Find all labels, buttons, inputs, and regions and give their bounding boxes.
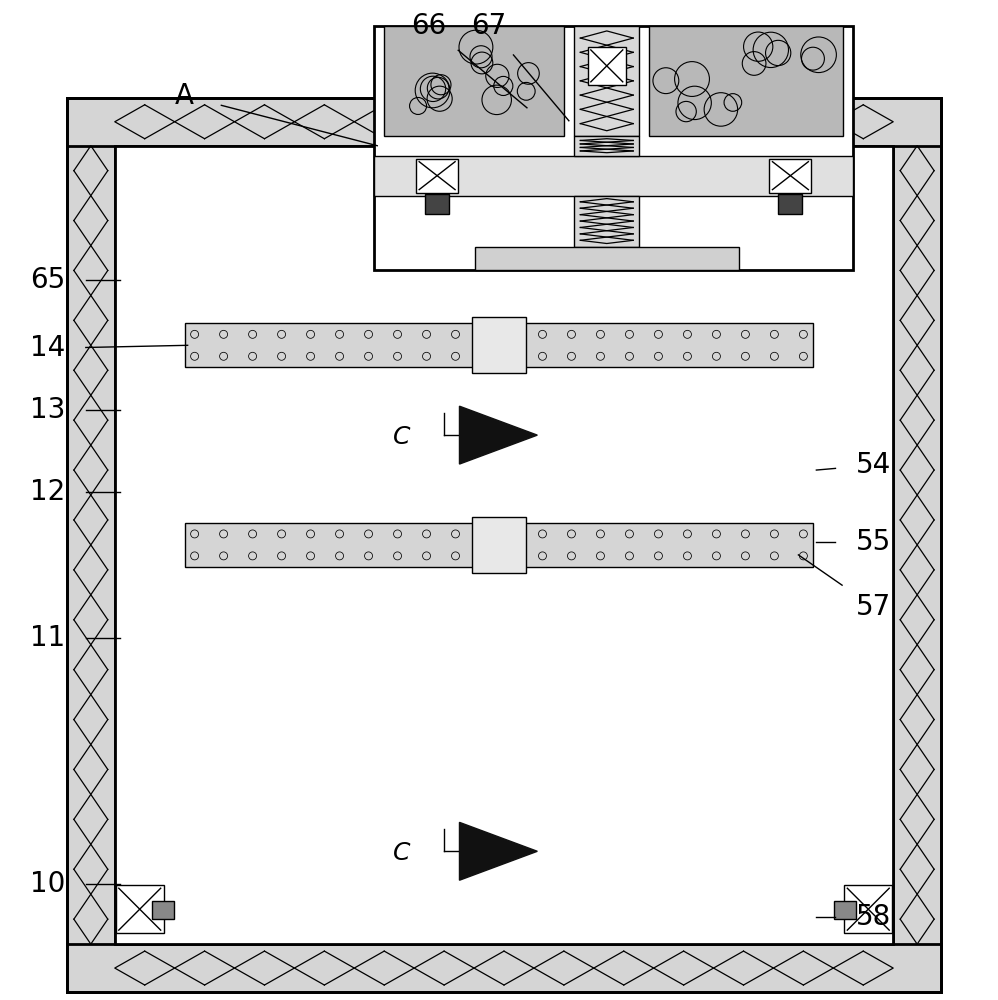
Bar [115,146,893,944]
Bar [416,159,458,193]
Text: 12: 12 [30,478,66,506]
Bar [575,136,639,156]
Bar [67,944,941,992]
Bar [475,247,739,270]
Text: 58: 58 [855,903,891,931]
Bar [778,194,802,214]
Bar [893,98,941,992]
Bar [425,194,449,214]
Bar [67,98,115,992]
Text: C: C [393,841,411,865]
Text: A: A [175,82,195,110]
Text: 65: 65 [30,266,66,294]
Polygon shape [459,406,537,464]
Bar [116,885,164,933]
Bar [67,98,941,146]
Text: 54: 54 [855,451,891,479]
Text: 11: 11 [30,624,66,652]
Bar [575,26,639,136]
Text: 14: 14 [30,334,66,362]
Text: 13: 13 [30,396,66,424]
Bar [185,323,813,367]
Bar [769,159,811,193]
Bar [185,523,813,567]
Text: 55: 55 [855,528,891,556]
Bar [649,26,843,136]
Bar [834,901,856,919]
Bar [374,156,853,196]
Bar [384,26,565,136]
Text: 10: 10 [30,870,66,898]
Bar [471,317,526,373]
Text: 67: 67 [471,12,507,40]
Bar [67,98,941,992]
Polygon shape [459,822,537,880]
Bar [575,196,639,247]
Bar [471,517,526,573]
Bar [844,885,892,933]
Text: C: C [393,425,411,449]
Bar [374,26,853,270]
Text: 66: 66 [411,12,447,40]
Bar [588,47,626,85]
Text: 57: 57 [855,593,891,621]
Bar [152,901,174,919]
